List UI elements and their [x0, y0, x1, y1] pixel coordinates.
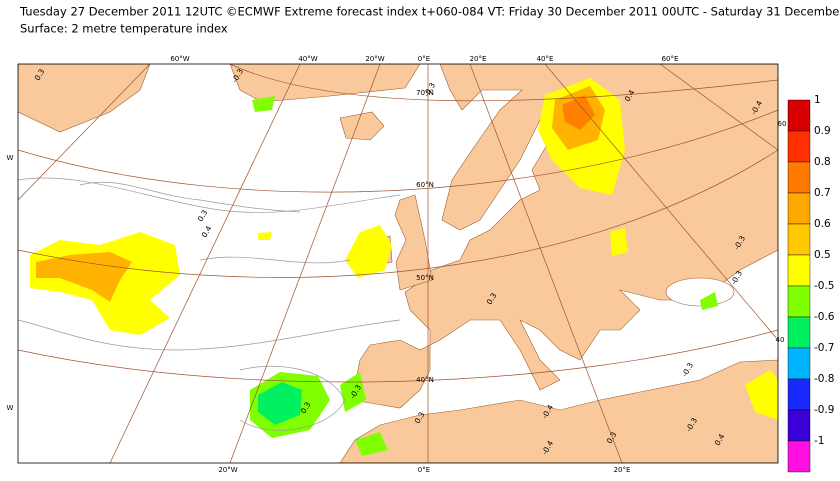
graticule-label: W	[7, 404, 14, 412]
colorbar-swatch	[787, 347, 811, 380]
colorbar-swatch	[787, 192, 811, 225]
anomaly-patches	[30, 78, 778, 456]
graticule-label: 70°N	[416, 89, 434, 97]
colorbar-swatch	[787, 378, 811, 411]
colorbar-label: -1	[814, 435, 824, 447]
colorbar-swatch	[787, 254, 811, 287]
colorbar-label: -0.6	[814, 311, 835, 323]
map-frame	[17, 63, 779, 464]
graticule-label: 60°W	[170, 55, 189, 63]
graticule-label: 20°W	[218, 466, 237, 474]
graticule-label: 40°W	[298, 55, 317, 63]
colorbar-label: 0.8	[814, 156, 831, 168]
map-area: 0.3 -0.3-0.3 0.4-0.40.30.40.3-0.3-0.3-0.3-…	[18, 64, 778, 463]
graticule	[18, 64, 778, 463]
graticule-label: 40°E	[537, 55, 554, 63]
colorbar-swatch	[787, 99, 811, 132]
header-title: Tuesday 27 December 2011 12UTC ©ECMWF Ex…	[19, 5, 840, 19]
colorbar-swatch	[787, 440, 811, 473]
colorbar-swatch	[787, 316, 811, 349]
graticule-label: 60	[778, 120, 787, 128]
colorbar-label: -0.9	[814, 404, 835, 416]
colorbar-swatch	[787, 223, 811, 256]
land	[18, 64, 778, 463]
colorbar-label: 0.6	[814, 218, 831, 230]
colorbar-label: 0.7	[814, 187, 831, 199]
colorbar-swatch	[787, 409, 811, 442]
graticule-label: 20°E	[470, 55, 487, 63]
graticule-label: 0°E	[418, 466, 430, 474]
graticule-label: 20°W	[365, 55, 384, 63]
colorbar-swatch	[787, 161, 811, 194]
graticule-label: 40	[776, 336, 785, 344]
graticule-label: 0°E	[418, 55, 430, 63]
graticule-label: W	[7, 154, 14, 162]
graticule-label: 50°N	[416, 274, 434, 282]
contours	[18, 177, 401, 431]
graticule-label: 40°N	[416, 376, 434, 384]
graticule-label: 20°E	[614, 466, 631, 474]
colorbar-label: -0.7	[814, 342, 835, 354]
colorbar-label: 0.5	[814, 249, 831, 261]
graticule-label: 60°E	[662, 55, 679, 63]
colorbar-swatch	[787, 285, 811, 318]
colorbar-swatch	[787, 130, 811, 163]
colorbar-label: -0.5	[814, 280, 835, 292]
graticule-label: 60°N	[416, 181, 434, 189]
colorbar-label: 1	[814, 94, 821, 106]
colorbar-label: 0.9	[814, 125, 831, 137]
header-subtitle: Surface: 2 metre temperature index	[20, 22, 228, 36]
colorbar-label: -0.8	[814, 373, 835, 385]
